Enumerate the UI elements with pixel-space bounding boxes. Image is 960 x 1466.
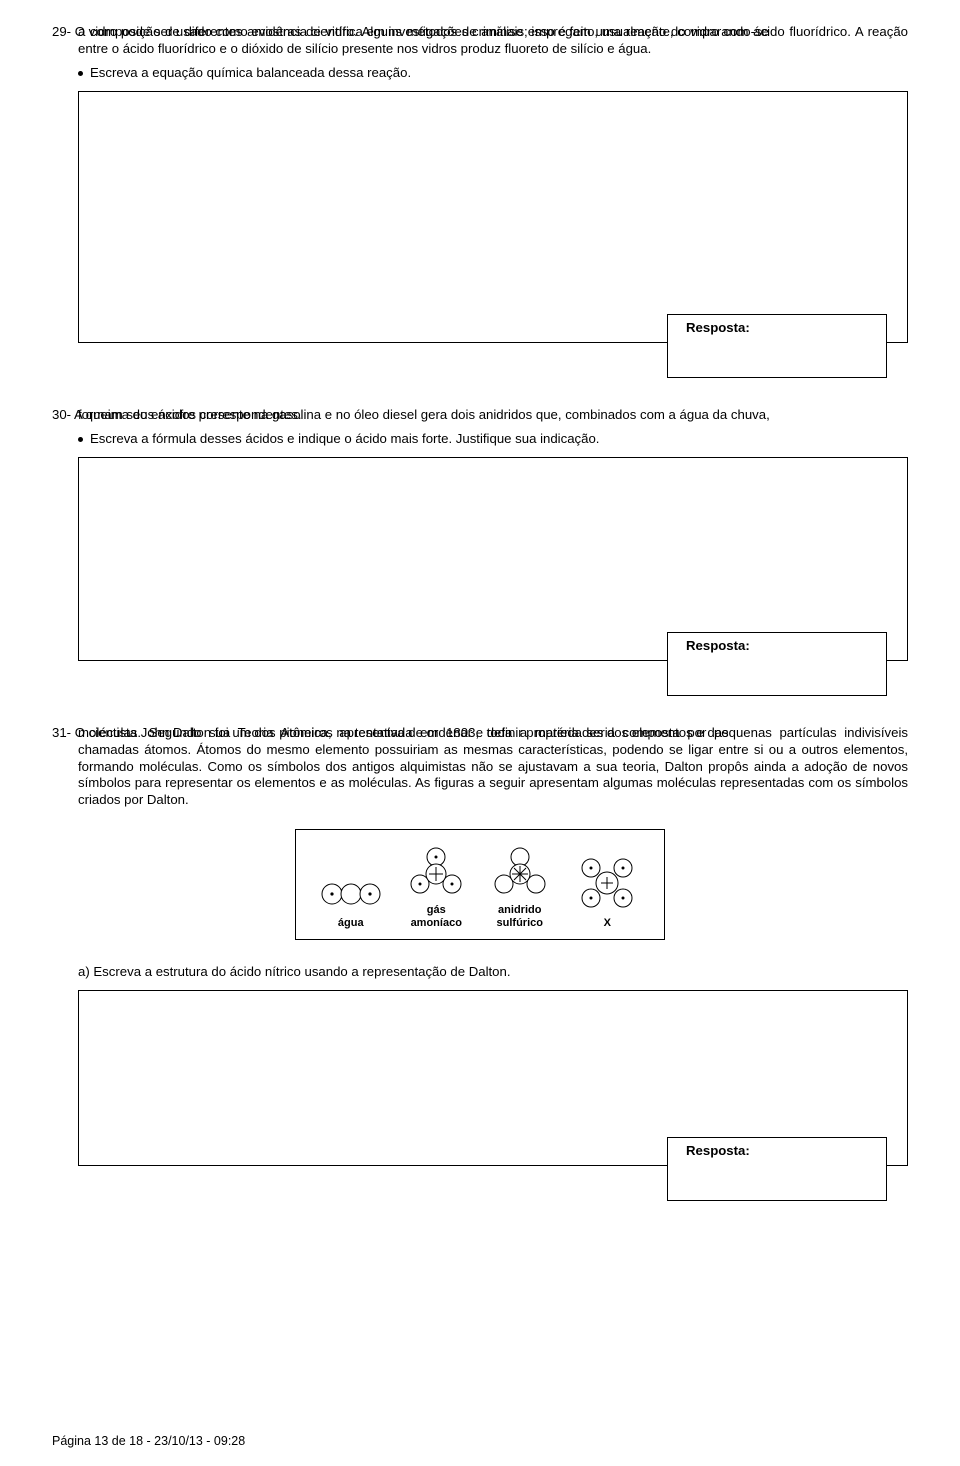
amoniaco-icon	[407, 844, 465, 900]
q30-num: 30-	[52, 407, 74, 422]
q30-resposta-box: Resposta:	[667, 632, 887, 696]
q31-answer-frame: Resposta:	[78, 990, 908, 1166]
resposta-label: Resposta:	[686, 320, 750, 335]
q31-num: 31-	[52, 725, 75, 740]
agua-icon	[320, 875, 382, 913]
molecule-label: água	[338, 917, 364, 930]
q31-text: 31- O cientista John Dalton foi um dos p…	[52, 725, 908, 810]
q29-bullet-text: Escreva a equação química balanceada des…	[90, 65, 411, 82]
q29-answer-frame: Resposta:	[78, 91, 908, 343]
molecule-label: anidrido sulfúrico	[497, 904, 543, 929]
q29-bullet: Escreva a equação química balanceada des…	[52, 65, 908, 82]
molecule-amoniaco: gás amoníaco	[407, 844, 465, 929]
dalton-figure: água gás amoníaco	[295, 829, 665, 940]
molecule-agua: água	[320, 875, 382, 930]
bullet-icon	[78, 437, 83, 442]
bullet-icon	[78, 71, 83, 76]
page-footer: Página 13 de 18 - 23/10/13 - 09:28	[52, 1434, 245, 1448]
q29-text: 29- O vidro pode ser usado como evidênci…	[52, 24, 908, 58]
q29-resposta-box: Resposta:	[667, 314, 887, 378]
molecule-x: X	[574, 851, 640, 930]
x-icon	[574, 851, 640, 913]
resposta-label: Resposta:	[686, 1143, 750, 1158]
molecule-label: gás amoníaco	[411, 904, 462, 929]
q29-body-rest: a composição de diferentes amostras de v…	[52, 24, 908, 58]
q31-resposta-box: Resposta:	[667, 1137, 887, 1201]
q29-num: 29-	[52, 24, 75, 39]
q30-bullet: Escreva a fórmula desses ácidos e indiqu…	[52, 431, 908, 448]
question-31: 31- O cientista John Dalton foi um dos p…	[52, 725, 908, 1167]
sulfurico-icon	[491, 844, 549, 900]
question-29: 29- O vidro pode ser usado como evidênci…	[52, 24, 908, 343]
q30-bullet-text: Escreva a fórmula desses ácidos e indiqu…	[90, 431, 599, 448]
q31-sub-a: a) Escreva a estrutura do ácido nítrico …	[52, 964, 908, 981]
q30-answer-frame: Resposta:	[78, 457, 908, 661]
molecule-sulfurico: anidrido sulfúrico	[491, 844, 549, 929]
q31-body-rest: moléculas. Segundo sua Teoria Atômica, a…	[52, 725, 908, 809]
resposta-label: Resposta:	[686, 638, 750, 653]
q30-text: 30- A queima do enxofre presente na gaso…	[52, 407, 908, 424]
question-30: 30- A queima do enxofre presente na gaso…	[52, 407, 908, 661]
molecule-label: X	[604, 917, 611, 930]
